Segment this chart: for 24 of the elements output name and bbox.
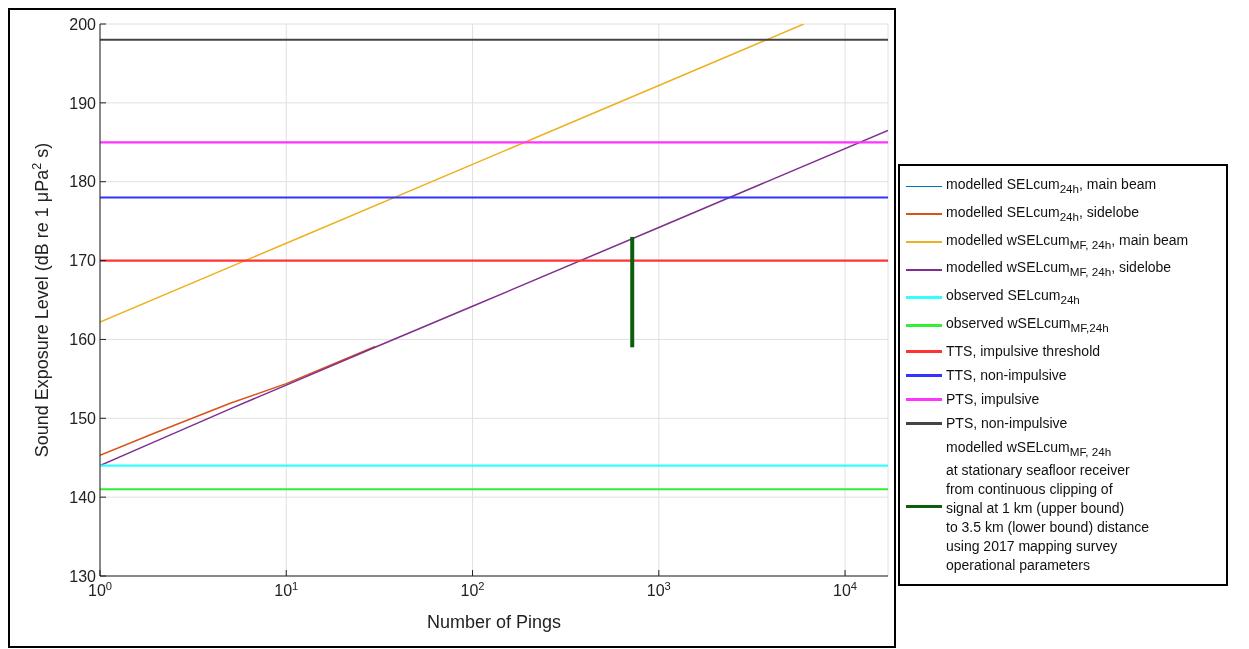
legend-label: observed SELcum$_{24h}$ bbox=[946, 286, 1080, 308]
y-tick-label: 180 bbox=[69, 173, 97, 191]
legend-label: modelled SELcum$_{24h}$, sidelobe bbox=[946, 202, 1140, 225]
legend-label: TTS, non-impulsive bbox=[946, 365, 1067, 385]
x-tick-label: 10$^{3}$ bbox=[646, 580, 671, 599]
legend-label: TTS, impulsive threshold bbox=[946, 341, 1101, 361]
x-axis-title: Number of Pings bbox=[426, 612, 562, 632]
y-tick-label: 160 bbox=[69, 331, 97, 349]
y-tick-label: 150 bbox=[69, 409, 97, 427]
legend-label: PTS, non-impulsive bbox=[946, 413, 1068, 433]
legend-label: modelled wSELcum$_{MF, 24h}$ at stationary seafloor receiver from continuous clipping of signal at 1 km (upper bound) to 3.5 km (lower bound) distance using 2017 mapping survey operational parameters bbox=[946, 437, 1150, 575]
legend-label: observed wSELcum$_{MF,24h}$ bbox=[946, 314, 1109, 336]
y-tick-label: 170 bbox=[69, 252, 97, 270]
legend-label: modelled wSELcum$_{MF, 24h}$, sidelobe bbox=[946, 258, 1172, 281]
legend-label: modelled wSELcum$_{MF, 24h}$, main beam bbox=[946, 230, 1189, 253]
y-tick-label: 140 bbox=[69, 488, 97, 506]
x-tick-label: 10$^{2}$ bbox=[460, 580, 485, 599]
x-tick-label: 10$^{4}$ bbox=[833, 580, 858, 599]
y-tick-label: 190 bbox=[69, 94, 97, 112]
legend-label: modelled SELcum$_{24h}$, main beam bbox=[946, 175, 1157, 197]
y-tick-label: 200 bbox=[69, 15, 97, 33]
y-tick-label: 130 bbox=[69, 567, 97, 585]
legend-label: PTS, impulsive bbox=[946, 389, 1040, 409]
x-tick-label: 10$^{1}$ bbox=[274, 580, 299, 599]
